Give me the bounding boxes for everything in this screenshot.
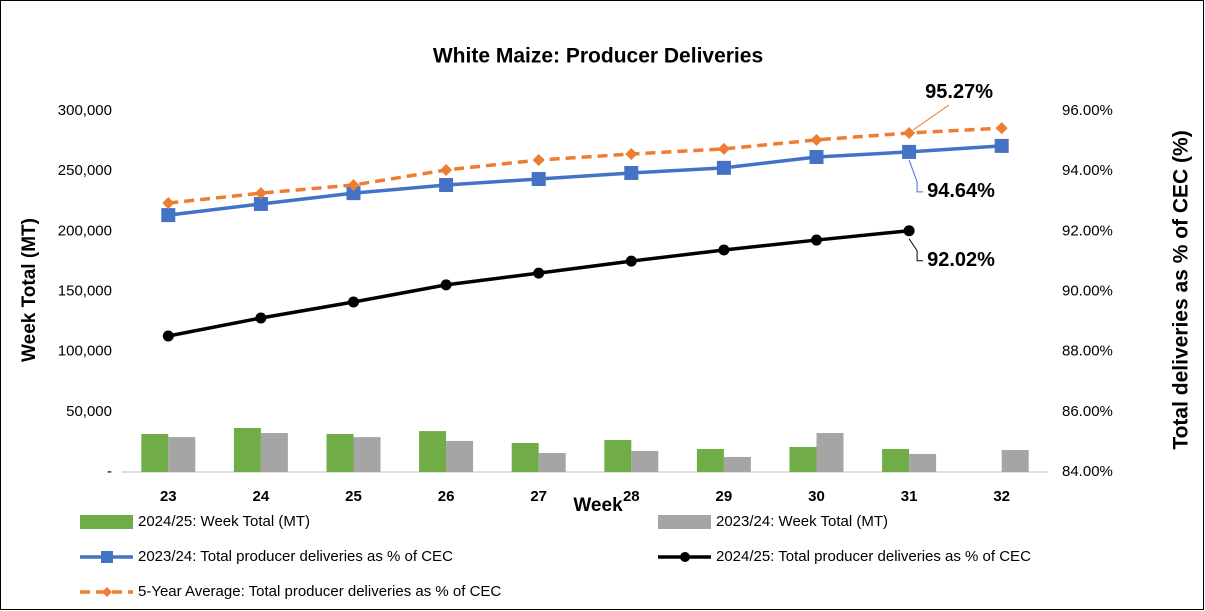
legend-marker bbox=[102, 587, 112, 597]
leader-line bbox=[908, 238, 924, 262]
y2-axis-title: Total deliveries as % of CEC (%) bbox=[1170, 130, 1193, 449]
leader-line bbox=[912, 104, 950, 131]
line-marker bbox=[531, 171, 546, 186]
legend-marker bbox=[680, 552, 690, 562]
data-label: 94.64% bbox=[927, 180, 995, 202]
legend-label: 2024/25: Total producer deliveries as % … bbox=[716, 548, 1031, 565]
bar bbox=[696, 449, 724, 472]
y2-tick-label: 96.00% bbox=[1062, 102, 1113, 119]
bar bbox=[168, 437, 196, 472]
bar bbox=[909, 453, 937, 472]
line-marker bbox=[624, 165, 639, 180]
y2-tick-label: 94.00% bbox=[1062, 162, 1113, 179]
line bbox=[168, 126, 1002, 205]
bar bbox=[723, 456, 751, 472]
legend-marker bbox=[101, 551, 113, 563]
x-tick-label: 23 bbox=[160, 488, 177, 505]
bar bbox=[631, 450, 659, 472]
y-tick-label: 200,000 bbox=[58, 222, 112, 239]
line-marker bbox=[718, 244, 730, 256]
x-tick-label: 32 bbox=[993, 488, 1010, 505]
y-tick-label: 50,000 bbox=[66, 403, 112, 420]
line-marker bbox=[810, 133, 823, 146]
line-marker bbox=[625, 148, 638, 161]
bar bbox=[446, 440, 474, 472]
x-tick-label: 27 bbox=[530, 488, 547, 505]
leader-line bbox=[908, 159, 924, 193]
y2-tick-label: 88.00% bbox=[1062, 343, 1113, 360]
x-tick-label: 29 bbox=[716, 488, 733, 505]
line-marker bbox=[809, 150, 824, 165]
line-marker bbox=[161, 208, 176, 223]
y-tick-label: - bbox=[107, 463, 112, 480]
line-marker bbox=[346, 186, 361, 201]
x-tick-label: 26 bbox=[438, 488, 455, 505]
bar bbox=[353, 437, 381, 472]
line-marker bbox=[162, 330, 174, 342]
line-marker bbox=[348, 296, 359, 308]
legend-swatch bbox=[658, 515, 711, 529]
bar bbox=[511, 442, 539, 472]
y-tick-label: 150,000 bbox=[58, 282, 112, 299]
legend-label: 2024/25: Week Total (MT) bbox=[138, 513, 310, 530]
line-marker bbox=[625, 255, 637, 267]
x-tick-label: 31 bbox=[901, 488, 918, 505]
legend-label: 5-Year Average: Total producer deliverie… bbox=[138, 583, 501, 600]
bar bbox=[419, 431, 447, 472]
y-tick-label: 100,000 bbox=[58, 343, 112, 360]
line-marker bbox=[811, 234, 822, 246]
x-tick-label: 30 bbox=[808, 488, 825, 505]
line bbox=[168, 144, 1002, 217]
bar bbox=[233, 427, 261, 472]
chart-title: White Maize: Producer Deliveries bbox=[433, 45, 763, 68]
y2-tick-label: 86.00% bbox=[1062, 403, 1113, 420]
x-tick-label: 25 bbox=[345, 488, 362, 505]
line-marker bbox=[903, 126, 916, 139]
line-marker bbox=[439, 178, 454, 193]
data-label: 92.02% bbox=[927, 249, 995, 271]
y2-tick-label: 84.00% bbox=[1062, 463, 1113, 480]
line-marker bbox=[533, 267, 545, 279]
legend-label: 2023/24: Week Total (MT) bbox=[716, 513, 888, 530]
y2-tick-label: 92.00% bbox=[1062, 222, 1113, 239]
line-marker bbox=[995, 122, 1008, 135]
line-marker bbox=[440, 279, 452, 291]
y2-tick-label: 90.00% bbox=[1062, 282, 1113, 299]
bar bbox=[326, 433, 354, 472]
y-tick-label: 250,000 bbox=[58, 162, 112, 179]
line-marker bbox=[253, 196, 268, 211]
legend-label: 2023/24: Total producer deliveries as % … bbox=[138, 548, 453, 565]
y-tick-label: 300,000 bbox=[58, 102, 112, 119]
x-tick-label: 28 bbox=[623, 488, 640, 505]
bar bbox=[141, 433, 169, 472]
line-marker bbox=[162, 197, 175, 210]
line-marker bbox=[717, 142, 730, 155]
bar bbox=[1001, 449, 1029, 472]
y-axis-title: Week Total (MT) bbox=[19, 218, 40, 362]
bar bbox=[789, 446, 817, 472]
line-marker bbox=[532, 154, 545, 167]
line-marker bbox=[440, 163, 453, 176]
line-marker bbox=[716, 160, 731, 175]
line-marker bbox=[902, 144, 917, 159]
data-label: 95.27% bbox=[925, 81, 993, 103]
line-marker bbox=[254, 187, 267, 200]
line-marker bbox=[255, 312, 267, 324]
line-marker bbox=[347, 179, 360, 192]
x-axis-title: Week bbox=[573, 495, 623, 516]
line-marker bbox=[994, 138, 1009, 153]
legend-swatch bbox=[80, 515, 133, 529]
bar bbox=[816, 433, 844, 472]
bar bbox=[882, 449, 910, 472]
bar bbox=[604, 439, 632, 472]
bar bbox=[538, 452, 566, 472]
bar bbox=[260, 433, 288, 472]
line-marker bbox=[903, 225, 915, 237]
x-tick-label: 24 bbox=[253, 488, 270, 505]
